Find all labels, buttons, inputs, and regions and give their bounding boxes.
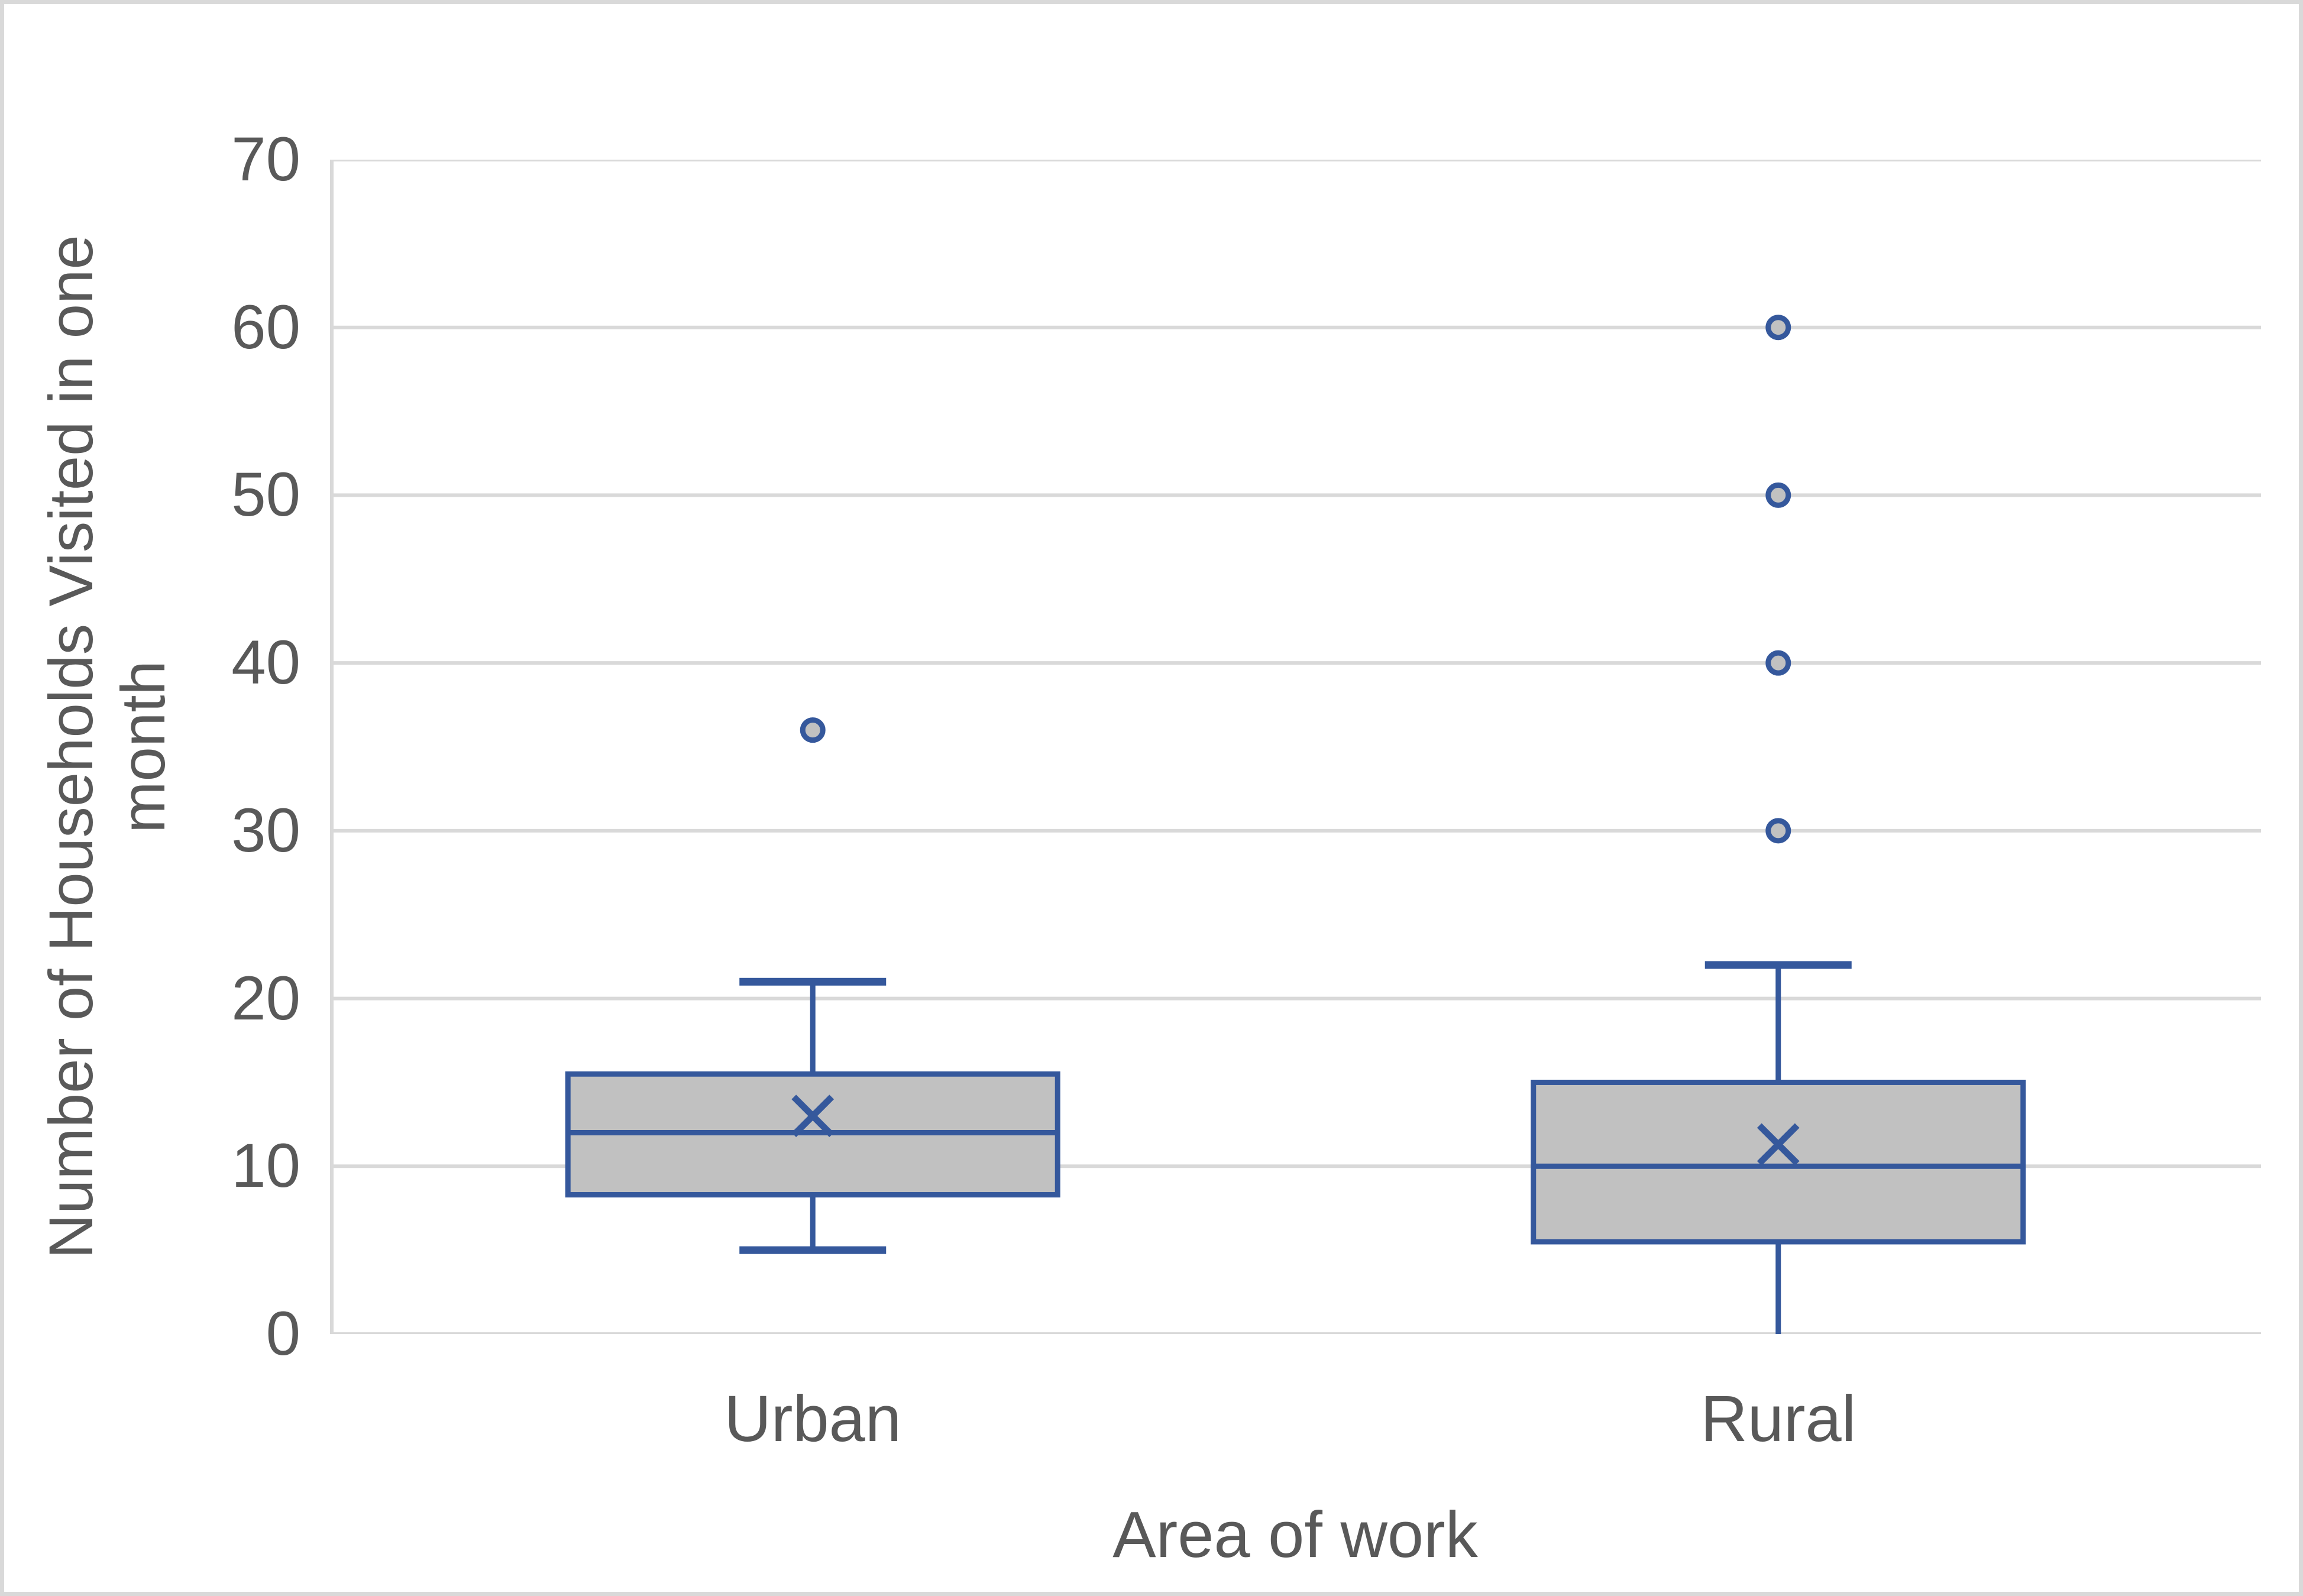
outlier-rural-30 [1765, 818, 1791, 844]
y-tick-label-0: 0 [266, 1299, 300, 1368]
y-axis-title-line-2: month [109, 661, 178, 833]
category-label-urban: Urban [724, 1383, 902, 1455]
outlier-urban-36 [800, 717, 826, 743]
outlier-rural-50 [1765, 482, 1791, 508]
outlier-rural-60 [1765, 315, 1791, 341]
y-tick-label-70: 70 [231, 125, 300, 194]
mean-marker-rural [1757, 1123, 1800, 1166]
box-rural [1531, 1079, 2026, 1245]
y-tick-label-40: 40 [231, 628, 300, 698]
y-axis-title-line-1: Number of Households Visited in one [37, 235, 106, 1259]
plot-svg [330, 160, 2261, 1334]
y-tick-label-60: 60 [231, 292, 300, 362]
y-tick-label-30: 30 [231, 795, 300, 865]
y-tick-label-10: 10 [231, 1131, 300, 1201]
y-axis-title: Number of Households Visited in one mont… [35, 235, 180, 1259]
plot-area [330, 160, 2261, 1334]
mean-marker-urban [791, 1095, 834, 1138]
y-tick-label-50: 50 [231, 460, 300, 530]
x-axis-title: Area of work [1112, 1498, 1478, 1571]
category-label-rural: Rural [1700, 1383, 1856, 1455]
y-tick-label-20: 20 [231, 963, 300, 1033]
outlier-rural-40 [1765, 650, 1791, 676]
